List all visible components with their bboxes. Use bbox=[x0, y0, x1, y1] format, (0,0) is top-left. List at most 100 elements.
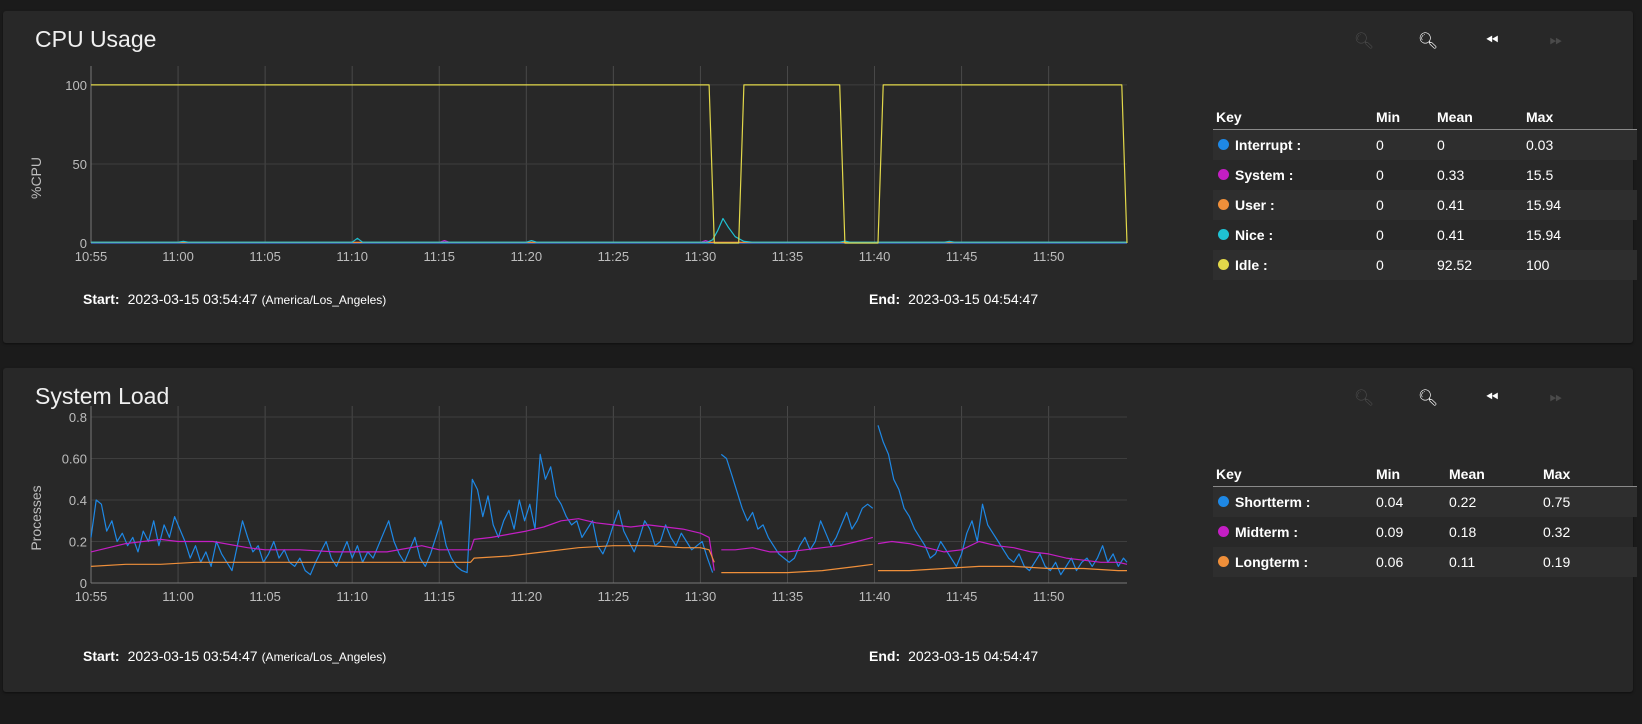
start-timezone: (America/Los_Angeles) bbox=[261, 293, 387, 307]
cpu-legend-table: Key Min Mean Max Interrupt : 0 0 0.03 System : 0 0… bbox=[1213, 105, 1637, 280]
rewind-icon: ⏪︎ bbox=[1485, 32, 1499, 49]
cpu-end-range: End: 2023-03-15 04:54:47 bbox=[869, 291, 1038, 307]
legend-color-dot bbox=[1218, 259, 1229, 270]
start-label: Start: bbox=[83, 291, 120, 307]
legend-min-value: 0 bbox=[1376, 167, 1384, 183]
legend-series-name: System : bbox=[1235, 167, 1294, 183]
rewind-button[interactable]: ⏪︎ bbox=[1476, 384, 1508, 412]
zoom-out-button[interactable]: 🔍︎ bbox=[1412, 384, 1444, 412]
cpu-usage-title: CPU Usage bbox=[35, 26, 157, 52]
legend-mean-value: 0.41 bbox=[1437, 227, 1465, 243]
legend-min-value: 0 bbox=[1376, 137, 1384, 153]
legend-mean-value: 92.52 bbox=[1437, 257, 1473, 273]
legend-header-mean: Mean bbox=[1437, 109, 1473, 125]
legend-min-value: 0 bbox=[1376, 227, 1384, 243]
x-tick-label: 11:35 bbox=[772, 589, 804, 604]
y-tick-label: 0 bbox=[80, 576, 87, 591]
series-line-shortterm bbox=[90, 453, 714, 576]
end-label: End: bbox=[869, 648, 901, 664]
y-tick-label: 0.4 bbox=[69, 493, 87, 508]
cpu-usage-chart[interactable]: 10:55 11:00 11:05 11:10 11:15 11:20 11:25 11:30… bbox=[3, 11, 1193, 311]
system-load-title: System Load bbox=[35, 383, 170, 409]
x-tick-label: 11:30 bbox=[685, 249, 717, 264]
legend-series-name: User : bbox=[1235, 197, 1275, 213]
end-value: 2023-03-15 04:54:47 bbox=[908, 291, 1039, 307]
x-tick-label: 11:40 bbox=[859, 589, 891, 604]
rewind-icon: ⏪︎ bbox=[1485, 389, 1499, 406]
series-line-longterm bbox=[90, 545, 715, 567]
y-tick-label: 0.8 bbox=[69, 410, 87, 425]
legend-series-name: Nice : bbox=[1235, 227, 1274, 243]
x-tick-label: 11:15 bbox=[423, 249, 455, 264]
x-tick-label: 11:00 bbox=[162, 589, 194, 604]
x-tick-label: 11:30 bbox=[685, 589, 717, 604]
legend-series-name: Shortterm : bbox=[1235, 494, 1311, 510]
x-tick-label: 11:40 bbox=[859, 249, 891, 264]
legend-header-mean: Mean bbox=[1449, 466, 1485, 482]
legend-max-value: 0.03 bbox=[1526, 137, 1554, 153]
zoom-out-icon: 🔍︎ bbox=[1417, 390, 1439, 407]
legend-row[interactable]: Longterm : 0.06 0.11 0.19 bbox=[1213, 547, 1637, 577]
legend-header-min: Min bbox=[1376, 109, 1401, 125]
system-load-chart[interactable]: 10:55 11:00 11:05 11:10 11:15 11:20 11:25 11:30… bbox=[3, 368, 1193, 668]
legend-series-name: Midterm : bbox=[1235, 524, 1298, 540]
zoom-out-icon: 🔍︎ bbox=[1417, 33, 1439, 50]
series-line-nice bbox=[91, 217, 1127, 243]
legend-color-dot bbox=[1218, 556, 1229, 567]
series-line-idle bbox=[91, 84, 1128, 244]
fast-forward-icon: ⏩︎ bbox=[1549, 389, 1563, 406]
legend-max-value: 100 bbox=[1526, 257, 1550, 273]
x-tick-label: 11:05 bbox=[249, 589, 281, 604]
x-tick-label: 11:35 bbox=[772, 249, 804, 264]
legend-max-value: 15.94 bbox=[1526, 227, 1562, 243]
start-timezone: (America/Los_Angeles) bbox=[261, 650, 387, 664]
x-tick-label: 11:25 bbox=[598, 589, 630, 604]
legend-row[interactable]: System : 0 0.33 15.5 bbox=[1213, 160, 1637, 190]
y-axis-label: Processes bbox=[28, 485, 44, 550]
x-tick-label: 11:45 bbox=[946, 589, 978, 604]
series-line-longterm bbox=[721, 563, 873, 574]
legend-mean-value: 0.18 bbox=[1449, 524, 1477, 540]
legend-row[interactable]: Nice : 0 0.41 15.94 bbox=[1213, 220, 1637, 250]
load-legend-table: Key Min Mean Max Shortterm : 0.04 0.22 0.75 Midt… bbox=[1213, 462, 1637, 577]
cpu-start-range: Start: 2023-03-15 03:54:47 (America/Los_An… bbox=[83, 291, 386, 307]
end-label: End: bbox=[869, 291, 901, 307]
legend-series-name: Idle : bbox=[1235, 257, 1268, 273]
legend-min-value: 0 bbox=[1376, 257, 1384, 273]
fast-forward-button[interactable]: ⏩︎ bbox=[1540, 27, 1572, 55]
start-value: 2023-03-15 03:54:47 bbox=[127, 648, 258, 664]
legend-header-key: Key bbox=[1216, 466, 1242, 482]
x-tick-label: 11:00 bbox=[162, 249, 194, 264]
legend-header: Key Min Mean Max bbox=[1213, 105, 1637, 130]
legend-color-dot bbox=[1218, 526, 1229, 537]
zoom-in-button[interactable]: 🔍︎ bbox=[1348, 384, 1380, 412]
legend-color-dot bbox=[1218, 139, 1229, 150]
zoom-in-icon: 🔍︎ bbox=[1353, 390, 1375, 407]
x-tick-label: 11:45 bbox=[946, 249, 978, 264]
legend-row[interactable]: User : 0 0.41 15.94 bbox=[1213, 190, 1637, 220]
legend-mean-value: 0.33 bbox=[1437, 167, 1465, 183]
legend-header: Key Min Mean Max bbox=[1213, 462, 1637, 487]
x-tick-label: 11:20 bbox=[511, 249, 543, 264]
series-line-midterm bbox=[721, 536, 873, 553]
legend-min-value: 0.09 bbox=[1376, 524, 1404, 540]
legend-row[interactable]: Midterm : 0.09 0.18 0.32 bbox=[1213, 517, 1637, 547]
legend-row[interactable]: Idle : 0 92.52 100 bbox=[1213, 250, 1637, 280]
series-line-midterm bbox=[877, 540, 1128, 565]
zoom-out-button[interactable]: 🔍︎ bbox=[1412, 27, 1444, 55]
legend-row[interactable]: Interrupt : 0 0 0.03 bbox=[1213, 130, 1637, 160]
legend-row[interactable]: Shortterm : 0.04 0.22 0.75 bbox=[1213, 487, 1637, 517]
zoom-in-button[interactable]: 🔍︎ bbox=[1348, 27, 1380, 55]
legend-max-value: 0.75 bbox=[1543, 494, 1571, 510]
rewind-button[interactable]: ⏪︎ bbox=[1476, 27, 1508, 55]
x-tick-label: 11:10 bbox=[336, 249, 368, 264]
x-tick-label: 10:55 bbox=[75, 249, 108, 264]
legend-min-value: 0.04 bbox=[1376, 494, 1404, 510]
fast-forward-button[interactable]: ⏩︎ bbox=[1540, 384, 1572, 412]
x-tick-label: 10:55 bbox=[75, 589, 108, 604]
legend-header-key: Key bbox=[1216, 109, 1242, 125]
legend-max-value: 15.5 bbox=[1526, 167, 1554, 183]
start-label: Start: bbox=[83, 648, 120, 664]
y-tick-label: 0.60 bbox=[62, 452, 87, 467]
cpu-usage-card: CPU Usage 🔍︎ 🔍︎ ⏪︎ ⏩︎ 10:55 11:00 11:05 11:… bbox=[3, 11, 1637, 343]
